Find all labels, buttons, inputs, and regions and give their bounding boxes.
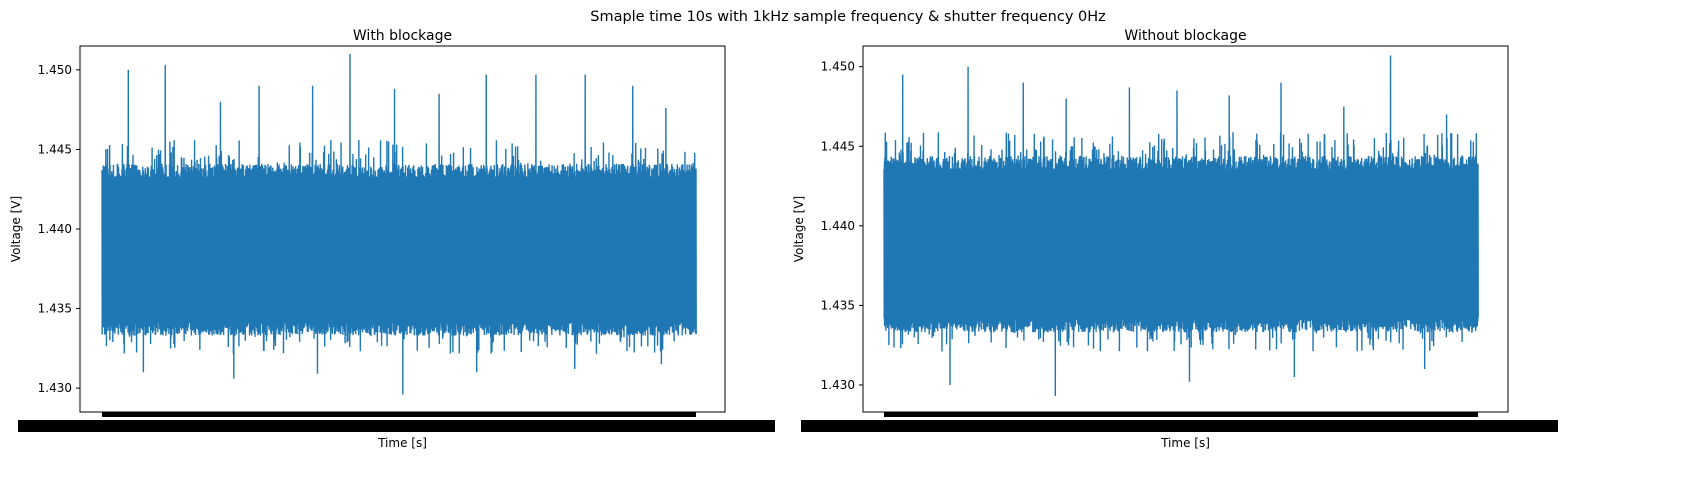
- x-ticks-dense: [102, 412, 696, 417]
- y-tick-label: 1.440: [821, 219, 855, 233]
- x-axis-label: Time [s]: [1160, 436, 1210, 450]
- y-axis-label: Voltage [V]: [792, 196, 806, 262]
- y-axis-label: Voltage [V]: [9, 196, 23, 262]
- y-tick-label: 1.435: [821, 298, 855, 312]
- subplot-title: With blockage: [353, 28, 452, 44]
- x-axis-label: Time [s]: [377, 436, 427, 450]
- x-tick-labels-overlapping: [18, 420, 775, 432]
- y-tick-label: 1.445: [821, 139, 855, 153]
- y-tick-label: 1.440: [38, 222, 72, 236]
- y-tick-label: 1.430: [38, 381, 72, 395]
- y-tick-label: 1.430: [821, 378, 855, 392]
- y-tick-label: 1.445: [38, 142, 72, 156]
- series-line: [883, 55, 1479, 397]
- subplot-with-blockage: With blockage 1.430 1.435 1.440 1.445 1.450 Vo…: [9, 28, 775, 450]
- y-tick-label: 1.450: [821, 60, 855, 74]
- x-ticks-dense: [884, 412, 1478, 417]
- figure-suptitle: Smaple time 10s with 1kHz sample frequen…: [590, 9, 1106, 25]
- x-tick-labels-overlapping: [801, 420, 1558, 432]
- y-tick-label: 1.450: [38, 63, 72, 77]
- series-line: [101, 53, 697, 395]
- subplot-title: Without blockage: [1124, 28, 1246, 44]
- y-tick-label: 1.435: [38, 302, 72, 316]
- subplot-without-blockage: Without blockage 1.430 1.435 1.440 1.445 1.45…: [792, 28, 1558, 450]
